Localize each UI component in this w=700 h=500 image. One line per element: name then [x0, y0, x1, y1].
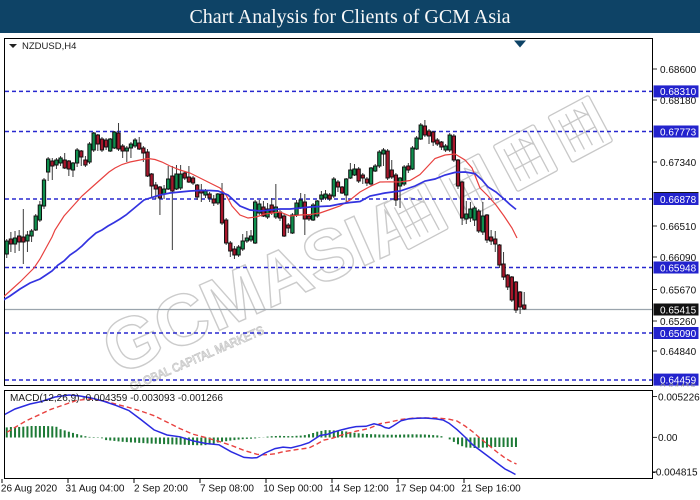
svg-text:MACD(12,26,9) -0.004359 -0.003: MACD(12,26,9) -0.004359 -0.003093 -0.001…: [10, 393, 223, 404]
svg-text:0.65415: 0.65415: [660, 305, 697, 316]
svg-text:21 Sep 16:00: 21 Sep 16:00: [461, 484, 521, 495]
svg-text:2 Sep 20:00: 2 Sep 20:00: [134, 484, 188, 495]
svg-text:0.66510: 0.66510: [660, 222, 697, 233]
svg-text:0.68310: 0.68310: [660, 87, 697, 98]
svg-text:26 Aug 2020: 26 Aug 2020: [1, 484, 58, 495]
svg-text:10 Sep 00:00: 10 Sep 00:00: [263, 484, 323, 495]
svg-text:17 Sep 04:00: 17 Sep 04:00: [395, 484, 455, 495]
svg-text:NZDUSD,H4: NZDUSD,H4: [22, 41, 76, 52]
svg-text:0.66090: 0.66090: [660, 253, 697, 264]
svg-text:0.65090: 0.65090: [660, 329, 697, 340]
svg-text:0.67773: 0.67773: [660, 127, 697, 138]
svg-text:31 Aug 04:00: 31 Aug 04:00: [66, 484, 125, 495]
svg-text:0.64415: 0.64415: [660, 383, 697, 394]
svg-text:0.67340: 0.67340: [660, 158, 697, 169]
svg-text:0.65260: 0.65260: [660, 317, 697, 328]
svg-text:-0.004815: -0.004815: [653, 468, 698, 479]
svg-text:7 Sep 08:00: 7 Sep 08:00: [200, 484, 254, 495]
svg-text:0.66878: 0.66878: [660, 195, 697, 206]
svg-text:0.64459: 0.64459: [660, 375, 697, 386]
svg-text:0.65948: 0.65948: [660, 263, 697, 274]
svg-text:0.64840: 0.64840: [660, 347, 697, 358]
svg-text:0.68600: 0.68600: [660, 65, 697, 76]
svg-text:0.00: 0.00: [658, 433, 678, 444]
svg-text:Chart Analysis for Clients of: Chart Analysis for Clients of GCM Asia: [189, 6, 510, 28]
svg-text:14 Sep 12:00: 14 Sep 12:00: [329, 484, 389, 495]
svg-text:0.005226: 0.005226: [658, 392, 700, 403]
svg-text:0.65670: 0.65670: [660, 285, 697, 296]
svg-text:0.68180: 0.68180: [660, 96, 697, 107]
